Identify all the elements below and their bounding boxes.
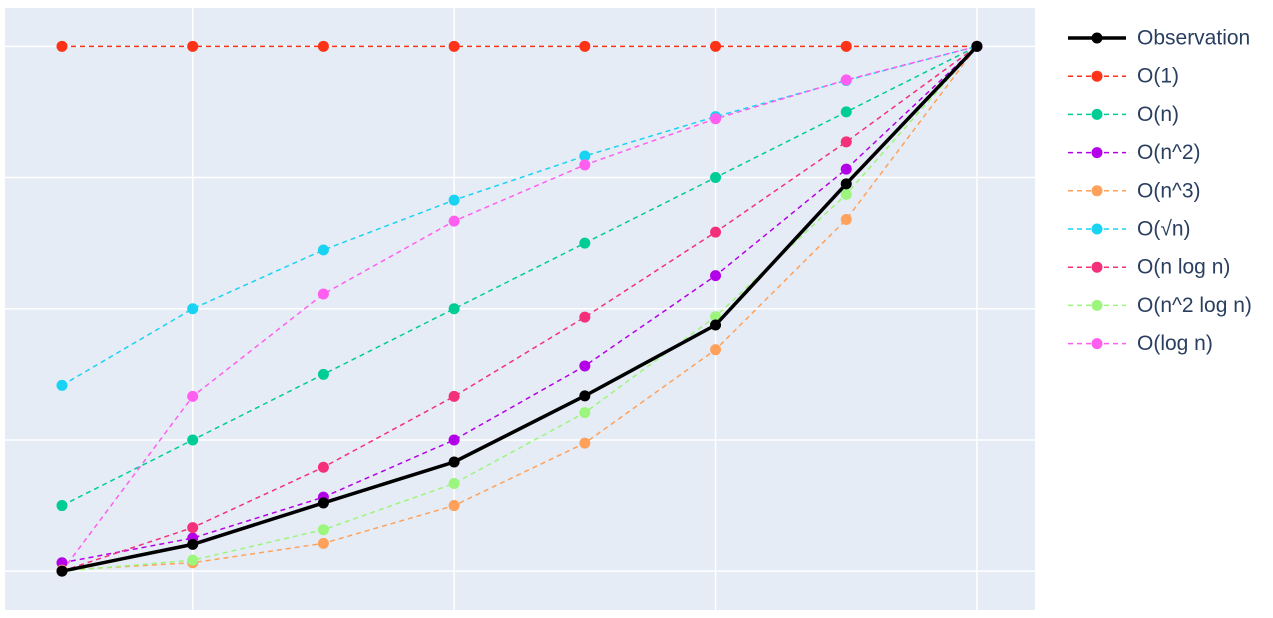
legend-marker	[1091, 223, 1103, 235]
legend-marker	[1091, 32, 1103, 44]
legend-label: O(n)	[1137, 103, 1179, 126]
legend-marker	[1091, 108, 1103, 120]
data-point	[187, 522, 199, 534]
legend-label: O(n^2 log n)	[1137, 294, 1252, 317]
data-point	[187, 538, 199, 550]
data-point	[317, 461, 329, 473]
data-point	[448, 194, 460, 206]
data-point	[579, 40, 591, 52]
data-point	[840, 106, 852, 118]
data-point	[317, 524, 329, 536]
data-point	[317, 244, 329, 256]
legend-item[interactable]: O(1)	[1068, 65, 1179, 88]
data-point	[448, 500, 460, 512]
data-point	[579, 159, 591, 171]
data-point	[971, 40, 983, 52]
legend-item[interactable]: O(n log n)	[1068, 256, 1230, 279]
data-point	[579, 407, 591, 419]
data-point	[710, 311, 722, 323]
data-point	[840, 163, 852, 175]
legend-item[interactable]: O(n)	[1068, 103, 1179, 126]
data-point	[448, 478, 460, 490]
series-line	[61, 45, 978, 572]
legend-marker	[1091, 299, 1103, 311]
data-point	[840, 188, 852, 200]
data-point	[579, 390, 591, 402]
data-point	[840, 40, 852, 52]
data-point	[840, 74, 852, 86]
legend-item[interactable]: O(n^2 log n)	[1068, 294, 1252, 317]
legend-item[interactable]: O(log n)	[1068, 332, 1213, 355]
data-point	[56, 565, 68, 577]
data-point	[187, 390, 199, 402]
data-point	[56, 379, 68, 391]
data-point	[710, 270, 722, 282]
data-point	[579, 237, 591, 249]
data-point	[710, 40, 722, 52]
data-point	[710, 113, 722, 125]
data-point	[840, 136, 852, 148]
legend: Observation O(1) O(n) O(n^2) O(n^3) O(√n) O(n …	[1068, 27, 1252, 355]
data-point	[187, 303, 199, 315]
legend-label: O(1)	[1137, 65, 1179, 88]
legend-label: O(log n)	[1137, 332, 1213, 355]
series-line	[61, 45, 978, 571]
data-point	[448, 40, 460, 52]
data-point	[448, 215, 460, 227]
data-point	[56, 500, 68, 512]
data-point	[710, 226, 722, 238]
legend-marker	[1091, 338, 1103, 350]
legend-item[interactable]: Observation	[1068, 27, 1250, 50]
data-point	[317, 288, 329, 300]
data-point	[448, 390, 460, 402]
data-point	[840, 214, 852, 226]
data-point	[448, 303, 460, 315]
legend-label: O(n^2)	[1137, 141, 1201, 164]
data-point	[317, 537, 329, 549]
series-line	[61, 45, 979, 573]
data-point	[187, 554, 199, 566]
data-point	[56, 40, 68, 52]
data-point	[448, 434, 460, 446]
data-point	[187, 434, 199, 446]
data-point	[579, 311, 591, 323]
series-line	[61, 45, 978, 564]
data-point	[317, 368, 329, 380]
data-point	[840, 178, 852, 190]
data-point	[579, 150, 591, 162]
series-line	[61, 45, 978, 572]
legend-label: O(√n)	[1137, 218, 1191, 241]
data-point	[710, 172, 722, 184]
legend-label: O(n log n)	[1137, 256, 1230, 279]
legend-item[interactable]: O(√n)	[1068, 218, 1191, 241]
data-point	[579, 360, 591, 372]
legend-label: Observation	[1137, 27, 1250, 50]
data-point	[579, 437, 591, 449]
legend-marker	[1091, 147, 1103, 159]
data-point	[710, 344, 722, 356]
legend-label: O(n^3)	[1137, 179, 1201, 202]
data-point	[317, 40, 329, 52]
legend-marker	[1091, 185, 1103, 197]
legend-item[interactable]: O(n^3)	[1068, 179, 1201, 202]
legend-marker	[1091, 261, 1103, 273]
legend-marker	[1091, 70, 1103, 82]
data-point	[187, 40, 199, 52]
data-point	[710, 319, 722, 331]
data-point	[448, 456, 460, 468]
legend-item[interactable]: O(n^2)	[1068, 141, 1201, 164]
data-point	[317, 497, 329, 509]
series-line	[61, 45, 978, 572]
